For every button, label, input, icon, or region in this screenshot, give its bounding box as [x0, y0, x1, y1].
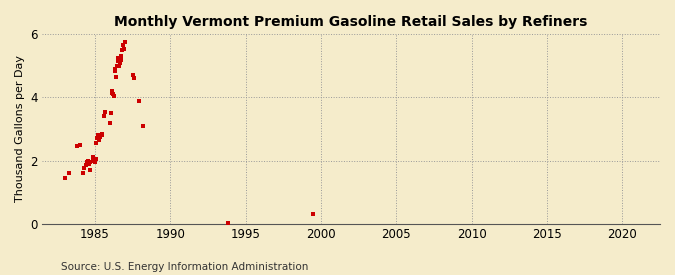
Point [74, 142, 85, 147]
Point [78, 171, 88, 175]
Point [117, 43, 128, 48]
Point [105, 120, 115, 125]
Point [308, 212, 319, 216]
Point [72, 144, 82, 148]
Point [80, 163, 91, 167]
Point [115, 60, 126, 65]
Point [64, 171, 75, 175]
Point [106, 89, 117, 93]
Point [97, 133, 108, 138]
Point [112, 59, 123, 63]
Point [117, 48, 128, 52]
Point [105, 111, 116, 116]
Point [85, 168, 96, 172]
Point [91, 141, 102, 145]
Point [133, 98, 144, 103]
Point [111, 64, 122, 68]
Point [119, 40, 130, 45]
Point [95, 135, 105, 139]
Point [129, 76, 140, 81]
Point [87, 158, 98, 163]
Point [99, 114, 109, 119]
Point [111, 75, 122, 79]
Point [93, 135, 104, 139]
Point [94, 138, 105, 142]
Point [118, 46, 129, 51]
Point [113, 56, 124, 60]
Y-axis label: Thousand Gallons per Day: Thousand Gallons per Day [15, 56, 25, 202]
Point [107, 90, 117, 95]
Title: Monthly Vermont Premium Gasoline Retail Sales by Refiners: Monthly Vermont Premium Gasoline Retail … [115, 15, 588, 29]
Point [92, 133, 103, 138]
Point [222, 221, 233, 225]
Text: Source: U.S. Energy Information Administration: Source: U.S. Energy Information Administ… [61, 262, 308, 272]
Point [109, 68, 120, 73]
Point [84, 160, 95, 164]
Point [90, 160, 101, 164]
Point [84, 161, 95, 166]
Point [127, 73, 138, 78]
Point [110, 67, 121, 71]
Point [59, 176, 70, 180]
Point [79, 166, 90, 170]
Point [82, 160, 93, 164]
Point [107, 92, 118, 97]
Point [115, 57, 126, 62]
Point [99, 109, 110, 114]
Point [90, 157, 101, 161]
Point [116, 54, 127, 59]
Point [92, 136, 103, 141]
Point [83, 158, 94, 163]
Point [97, 131, 107, 136]
Point [113, 64, 124, 68]
Point [88, 155, 99, 160]
Point [138, 123, 148, 128]
Point [109, 94, 119, 98]
